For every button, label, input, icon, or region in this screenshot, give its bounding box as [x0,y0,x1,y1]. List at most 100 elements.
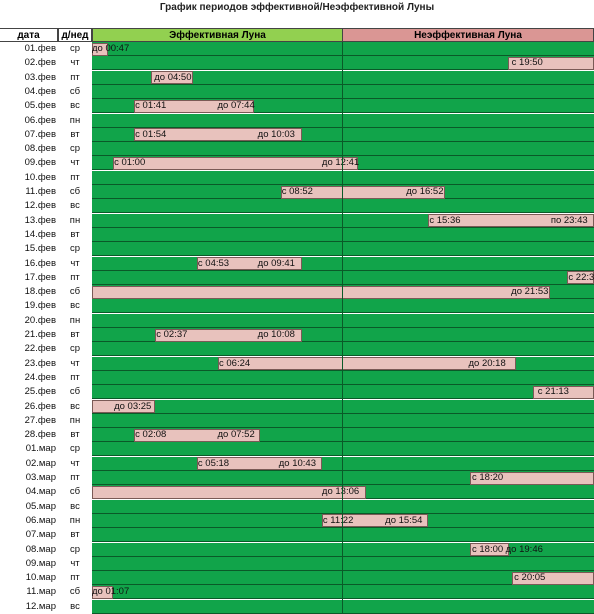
row-date: 11.мар [26,586,56,598]
row-weekday: вс [70,400,80,412]
ineffective-period-bar [92,485,366,499]
row-band [92,456,594,471]
row-band [92,299,594,314]
row-weekday: сб [69,186,81,197]
row-band [92,142,594,157]
period-time-label: с 11:22 [322,514,354,526]
ineffective-period-bar [218,357,517,371]
row-date: 01.мар [25,443,56,455]
period-time-label: с 19:50 [511,57,543,69]
ineffective-period-bar [134,99,254,113]
row-date: 06.мар [25,514,56,526]
ineffective-period-bar [92,400,155,413]
row-band [92,113,594,128]
period-time-label: с 05:18 [197,457,230,469]
period-time-label: с 18:00 [472,543,504,555]
period-time-label: с 18:20 [472,472,504,483]
period-time-label: с 02:08 [135,429,167,441]
ineffective-period-bar [507,56,594,70]
row-date: 15.фев [24,243,56,255]
row-weekday: пт [70,572,80,584]
header-dow: д/нед [58,28,92,42]
row-weekday: чт [70,457,80,469]
ineffective-period-bar [280,185,446,199]
half-day-divider [342,42,343,614]
row-date: 07.мар [25,529,56,541]
ineffective-period-bar [92,285,550,299]
row-date: 14.фев [24,228,56,240]
ineffective-period-bar [92,42,109,56]
row-date: 10.фев [24,171,56,183]
ineffective-period-bar [428,214,594,228]
row-date: 27.фев [24,414,56,426]
period-time-label: до 07:44 [217,100,255,112]
row-weekday: вт [70,529,80,541]
row-weekday: пт [70,271,80,283]
ineffective-period-bar [196,457,323,471]
row-date: 09.мар [25,557,56,569]
row-weekday: чт [70,257,80,269]
period-time-label: до 10:03 [257,128,295,140]
row-date: 08.мар [25,543,56,555]
period-time-label: с 01:54 [135,128,167,140]
row-weekday: ср [69,543,81,555]
row-date: 04.фев [24,85,56,97]
row-weekday: ср [69,43,81,54]
row-band [92,599,594,614]
row-weekday: сб [69,586,81,598]
row-band [92,242,594,257]
row-weekday: чт [70,357,80,369]
row-date: 01.фев [24,43,56,54]
period-time-label: до 13:06 [321,486,360,498]
row-band [92,42,594,56]
ineffective-period-bar [470,543,509,556]
row-date: 12.фев [24,200,56,212]
row-weekday: пт [70,472,80,483]
row-band [92,528,594,543]
row-weekday: сб [69,85,81,97]
row-weekday: сб [69,286,81,298]
row-date: 18.фев [24,286,56,298]
header-date: дата [0,28,58,42]
row-date: 02.фев [24,57,56,69]
row-band [92,342,594,357]
header-ineffective: Неэффективная Луна [342,28,594,42]
row-date: 02.мар [25,457,56,469]
row-band [92,227,594,242]
ineffective-period-bar [150,71,193,85]
period-time-label: до 04:50 [154,71,192,83]
period-time-label: до 00:47 [92,43,130,54]
period-time-label: с 06:24 [219,357,251,369]
row-weekday: сб [69,386,81,398]
row-band [92,442,594,457]
row-band [92,413,594,428]
period-time-label: с 15:36 [429,214,461,226]
period-time-label: до 20:18 [468,357,506,369]
period-time-label: до 10:43 [278,457,316,469]
period-time-label: до 19:46 [505,543,543,555]
period-time-label: по 23:43 [550,214,588,226]
period-time-label: до 03:25 [114,400,152,412]
row-date: 13.фев [24,214,56,226]
row-weekday: ср [69,143,81,155]
row-date: 04.мар [25,486,56,498]
row-band [92,499,594,514]
chart-title: График периодов эффективной/Неэффективно… [159,2,435,13]
period-time-label: до 09:41 [257,257,295,269]
row-weekday: пт [70,71,80,83]
row-date: 24.фев [24,371,56,383]
row-band [92,471,594,485]
row-date: 20.фев [24,314,56,326]
row-date: 19.фев [24,300,56,312]
row-weekday: чт [70,557,80,569]
row-date: 03.мар [25,472,56,483]
row-weekday: чт [70,157,80,169]
ineffective-period-bar [512,571,594,585]
row-band [92,56,594,71]
row-weekday: ср [69,243,81,255]
row-band [92,270,594,285]
row-date: 25.фев [24,386,56,398]
row-band [92,542,594,557]
row-band [92,313,594,328]
